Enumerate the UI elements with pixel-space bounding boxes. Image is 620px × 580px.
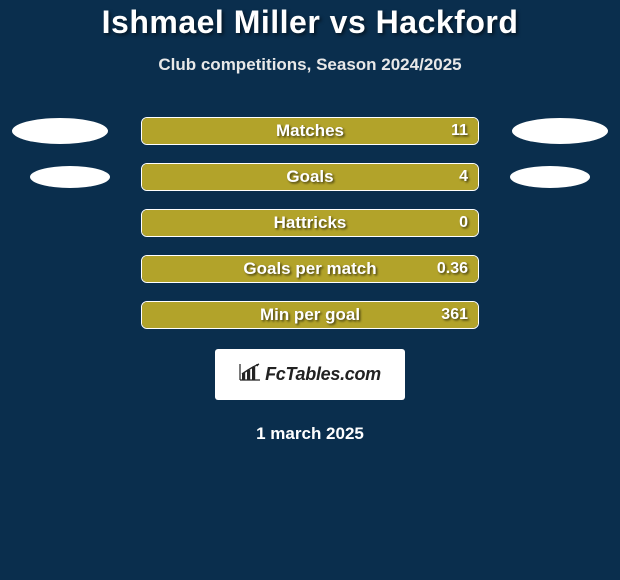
bar-chart-icon <box>239 363 261 386</box>
stat-value: 361 <box>441 302 468 328</box>
stat-value: 11 <box>451 118 468 144</box>
stat-bar: Hattricks0 <box>141 209 479 237</box>
stat-label: Min per goal <box>142 302 478 328</box>
right-marker <box>512 118 608 144</box>
stats-list: Matches11 Goals4 Hattricks0 Goals per match… <box>0 117 620 329</box>
stat-value: 4 <box>459 164 468 190</box>
stat-value: 0.36 <box>437 256 468 282</box>
stat-bar: Goals4 <box>141 163 479 191</box>
stat-label: Goals <box>142 164 478 190</box>
stat-label: Goals per match <box>142 256 478 282</box>
page-title: Ishmael Miller vs Hackford <box>0 4 620 41</box>
stat-row: Min per goal361 <box>0 301 620 329</box>
stat-row: Goals per match0.36 <box>0 255 620 283</box>
stat-row: Hattricks0 <box>0 209 620 237</box>
subtitle: Club competitions, Season 2024/2025 <box>0 55 620 75</box>
stat-label: Matches <box>142 118 478 144</box>
stat-row: Goals4 <box>0 163 620 191</box>
date-label: 1 march 2025 <box>0 424 620 444</box>
brand-logo: FcTables.com <box>215 349 405 400</box>
left-marker <box>30 166 110 188</box>
stat-bar: Matches11 <box>141 117 479 145</box>
stat-row: Matches11 <box>0 117 620 145</box>
stat-value: 0 <box>459 210 468 236</box>
comparison-card: Ishmael Miller vs Hackford Club competit… <box>0 0 620 444</box>
right-marker <box>510 166 590 188</box>
left-marker <box>12 118 108 144</box>
brand-name: FcTables.com <box>265 364 381 385</box>
stat-bar: Goals per match0.36 <box>141 255 479 283</box>
stat-label: Hattricks <box>142 210 478 236</box>
logo-wrap: FcTables.com <box>0 349 620 400</box>
stat-bar: Min per goal361 <box>141 301 479 329</box>
